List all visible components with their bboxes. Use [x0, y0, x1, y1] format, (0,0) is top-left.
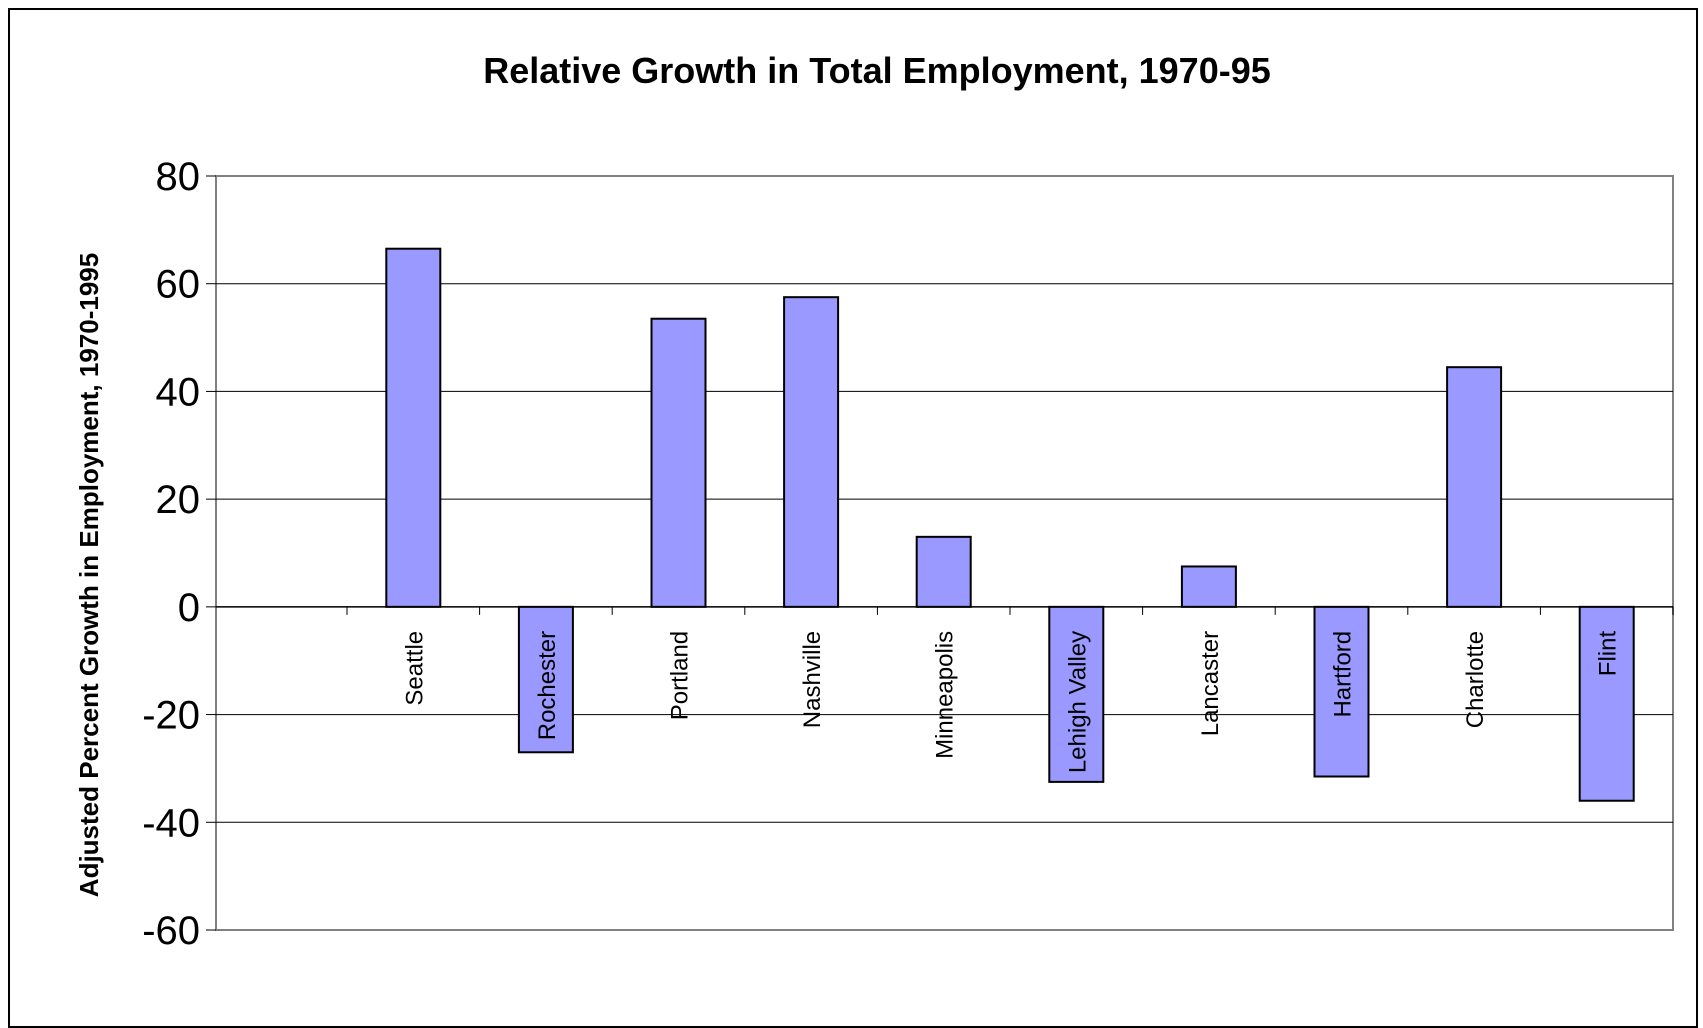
bar	[915, 535, 972, 608]
bar	[1180, 565, 1237, 608]
bar	[783, 296, 840, 608]
category-label: Charlotte	[1462, 631, 1489, 728]
y-tick-label: -60	[142, 909, 200, 953]
chart-frame: Relative Growth in Total Employment, 197…	[8, 8, 1698, 1028]
y-tick-label: -40	[142, 801, 200, 845]
y-axis-label: Adjusted Percent Growth in Employment, 1…	[74, 253, 104, 897]
y-tick-label: 60	[156, 263, 201, 307]
category-label: Nashville	[799, 631, 826, 728]
chart-title: Relative Growth in Total Employment, 197…	[483, 50, 1271, 91]
y-tick-label: 40	[156, 370, 201, 414]
bar	[650, 317, 707, 608]
category-label: Seattle	[401, 631, 428, 706]
bar	[1578, 605, 1635, 802]
y-tick-label: 20	[156, 478, 201, 522]
bar	[1446, 366, 1503, 608]
category-label: Portland	[667, 631, 694, 720]
category-label: Rochester	[534, 631, 561, 740]
bar	[1048, 605, 1105, 783]
category-label: Minneapolis	[932, 631, 959, 759]
category-label: Hartford	[1330, 631, 1357, 718]
y-tick-label: 80	[156, 155, 201, 199]
category-label: Flint	[1595, 631, 1622, 677]
bar-chart: Relative Growth in Total Employment, 197…	[74, 50, 1674, 953]
bar	[517, 605, 574, 754]
bar	[1313, 605, 1370, 778]
category-label: Lehigh Valley	[1064, 631, 1091, 773]
y-tick-label: 0	[178, 586, 200, 630]
category-label: Lancaster	[1197, 631, 1224, 736]
y-tick-label: -20	[142, 694, 200, 738]
plot-area: 80 60 40 20 0 -20 -40 -60 Seattle Rochester Portla…	[142, 155, 1674, 953]
bar	[385, 247, 442, 608]
